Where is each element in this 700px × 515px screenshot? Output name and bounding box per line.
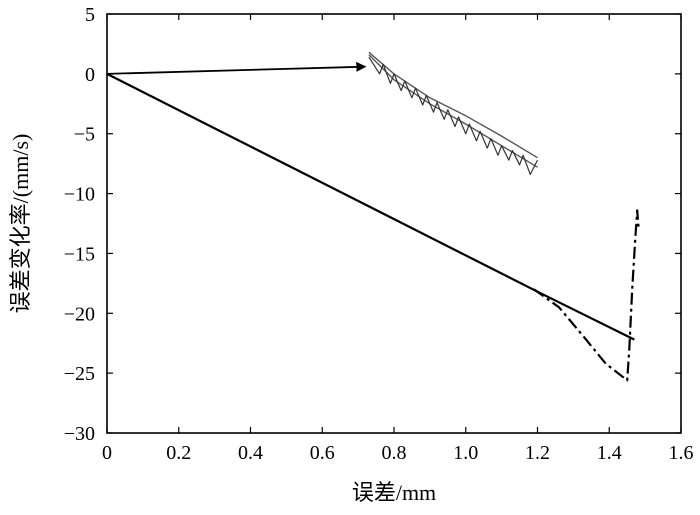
x-tick-label: 0	[102, 442, 112, 464]
y-tick-label: −30	[64, 423, 95, 445]
x-axis-title: 误差/mm	[352, 480, 436, 505]
x-tick-label: 0.2	[166, 442, 191, 464]
y-tick-label: −20	[64, 303, 95, 325]
y-tick-label: −15	[64, 243, 95, 265]
x-tick-label: 1.4	[597, 442, 622, 464]
y-axis-title: 误差变化率/(mm/s)	[8, 134, 33, 314]
y-tick-label: −5	[74, 124, 95, 146]
series-line-1	[106, 72, 635, 341]
y-tick-label: 0	[85, 64, 95, 86]
x-tick-label: 0.4	[238, 442, 263, 464]
y-tick-label: −10	[64, 184, 95, 206]
plot-area-frame	[106, 13, 682, 434]
series-line-4	[368, 54, 538, 168]
series-line-5	[368, 56, 539, 175]
y-tick-label: 5	[85, 4, 95, 26]
series-line-2	[533, 209, 640, 382]
x-tick-label: 1.0	[453, 442, 478, 464]
x-tick-label: 1.2	[525, 442, 550, 464]
tick-layer: 0 0.2 0.4 0.6 0.8 1.0 1.2 1.4 1.6 5 0 −5 −10 −15 −20 −2…	[64, 4, 694, 464]
x-tick-label: 1.6	[669, 442, 694, 464]
x-tick-label: 0.6	[310, 442, 335, 464]
series-line-3	[368, 51, 538, 159]
annotation-layer	[106, 61, 367, 75]
annotation-arrow	[106, 61, 367, 75]
x-tick-label: 0.8	[382, 442, 407, 464]
series-layer	[106, 51, 640, 382]
y-tick-label: −25	[64, 363, 95, 385]
